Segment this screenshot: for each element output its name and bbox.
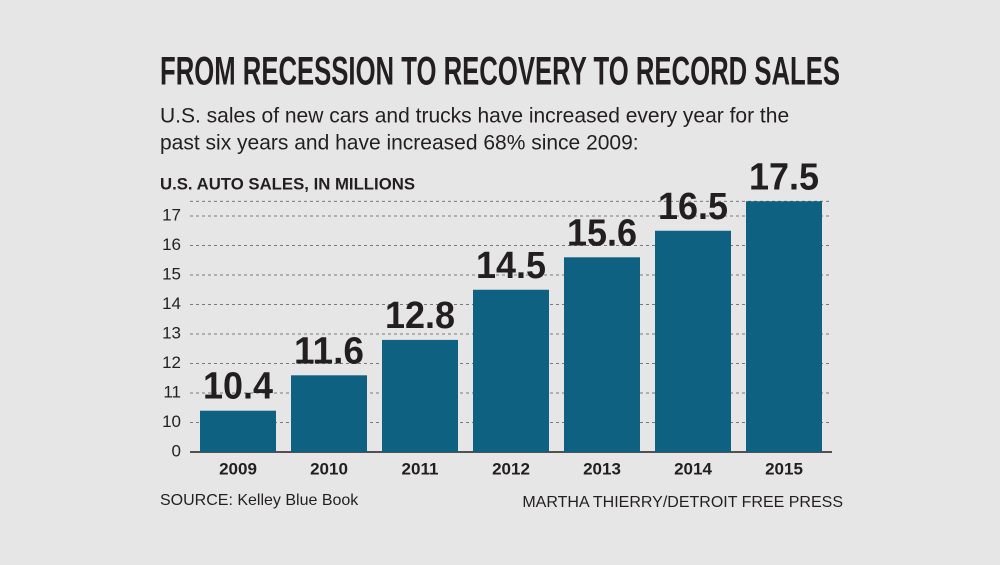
bar [473, 289, 549, 452]
y-tick-label: 16 [162, 235, 181, 254]
value-label: 15.6 [567, 212, 637, 254]
bar [200, 410, 276, 452]
x-tick-label: 2014 [674, 459, 712, 478]
x-tick-label: 2013 [583, 459, 621, 478]
value-label: 17.5 [749, 156, 819, 198]
x-tick-label: 2010 [310, 459, 348, 478]
y-tick-label: 13 [162, 323, 181, 342]
y-tick-label: 0 [172, 441, 181, 460]
value-label: 14.5 [476, 245, 546, 287]
subtitle: U.S. sales of new cars and trucks have i… [160, 105, 789, 128]
bar [655, 230, 731, 452]
y-tick-label: 10 [162, 412, 181, 431]
x-tick-label: 2011 [402, 459, 439, 478]
bar [291, 375, 367, 452]
subtitle: past six years and have increased 68% si… [160, 132, 639, 155]
value-label: 11.6 [294, 330, 364, 372]
y-tick-label: 14 [162, 294, 181, 313]
x-tick-label: 2012 [492, 459, 530, 478]
x-tick-label: 2009 [219, 459, 257, 478]
value-label: 10.4 [203, 366, 273, 408]
value-label: 12.8 [385, 295, 455, 337]
y-tick-label: 15 [162, 264, 181, 283]
credit: MARTHA THIERRY/DETROIT FREE PRESS [522, 494, 843, 511]
bar [564, 257, 640, 452]
y-tick-label: 12 [162, 353, 181, 372]
y-tick-label: 11 [163, 382, 181, 401]
source: SOURCE: Kelley Blue Book [160, 492, 359, 509]
value-label: 16.5 [658, 186, 728, 228]
y-tick-label: 17 [162, 205, 181, 224]
y-axis-label: U.S. AUTO SALES, IN MILLIONS [160, 174, 415, 193]
chart-title: FROM RECESSION TO RECOVERY TO RECORD SAL… [160, 50, 840, 94]
bar [746, 201, 822, 452]
bar [382, 339, 458, 452]
x-tick-label: 2015 [765, 459, 803, 478]
